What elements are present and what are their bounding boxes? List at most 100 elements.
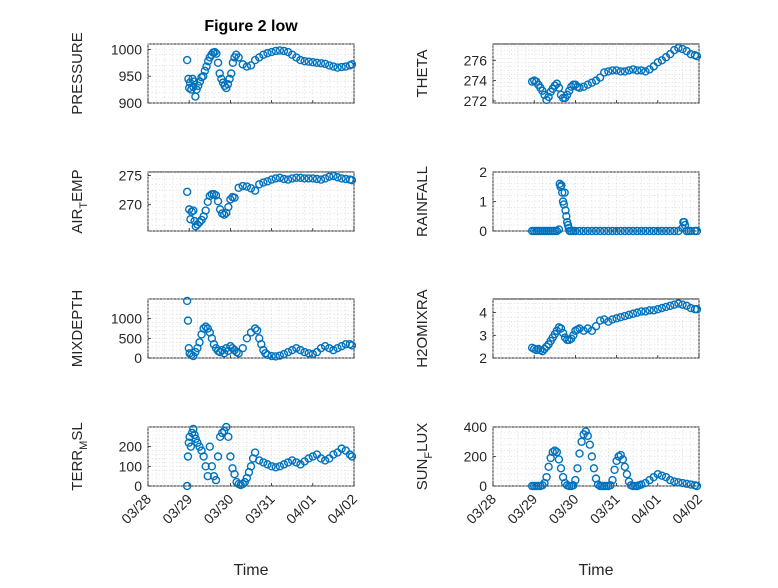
y-tick-label: 950 (119, 68, 143, 84)
data-point (581, 427, 590, 436)
data-point (692, 52, 702, 61)
y-axis-label-rest: EMP (69, 169, 86, 202)
data-point (550, 81, 559, 90)
y-tick-label: 2 (479, 164, 487, 180)
data-point (674, 43, 683, 53)
data-point (283, 175, 293, 184)
data-point (288, 174, 297, 183)
data-point (583, 226, 592, 236)
data-point (649, 306, 658, 315)
data-point (320, 342, 330, 351)
data-point (292, 458, 301, 467)
data-point (242, 182, 252, 191)
data-point (320, 59, 330, 69)
data-point (283, 458, 293, 467)
data-point (637, 66, 646, 75)
data-point (544, 92, 553, 102)
data-point (573, 464, 582, 473)
data-point (680, 220, 690, 230)
data-point (228, 58, 238, 67)
data-point (263, 48, 272, 58)
y-tick-label: 0 (479, 478, 487, 494)
data-point (345, 450, 355, 459)
data-point (189, 424, 198, 434)
data-point (182, 296, 192, 306)
data-point (674, 299, 683, 308)
data-point (616, 67, 625, 76)
y-tick-label: 500 (119, 330, 143, 346)
data-point (316, 175, 326, 184)
y-tick-label: 3 (479, 327, 487, 343)
data-point (275, 173, 285, 183)
y-tick-label: 200 (119, 439, 143, 455)
data-point (542, 342, 551, 351)
data-point (561, 206, 570, 215)
x-tick-label: 03/28 (463, 491, 499, 527)
data-point (325, 343, 334, 353)
data-point (201, 206, 210, 215)
y-tick-label: 0 (134, 478, 142, 494)
data-point (657, 471, 667, 480)
data-point (288, 50, 297, 59)
data-point (187, 207, 196, 216)
data-point (587, 78, 597, 87)
data-point (540, 344, 549, 354)
data-point (583, 324, 592, 333)
data-point (234, 53, 243, 62)
y-axis-label-main: TERR (69, 450, 86, 491)
subplot-mixdepth: 0 500 1000 MIXDEPTH (69, 290, 357, 368)
y-tick-label: 0 (134, 350, 142, 366)
data-point (242, 62, 252, 71)
data-point (238, 181, 247, 191)
data-point (542, 472, 551, 482)
data-point (187, 428, 197, 438)
data-point (653, 58, 662, 67)
subplot-sun: 0 200 400 03/28 03/29 03/30 03/31 04/01 04/02 SUN… (414, 419, 705, 579)
data-point (682, 479, 691, 488)
data-point (316, 343, 326, 353)
y-axis-label-main: MIXDEPTH (69, 290, 86, 368)
data-point (587, 452, 597, 461)
y-axis-label: THETA (414, 49, 431, 97)
data-point (641, 307, 650, 316)
data-point (320, 456, 330, 465)
data-point (271, 463, 280, 472)
data-point (210, 47, 219, 57)
data-point (692, 305, 702, 314)
data-point (595, 316, 605, 325)
data-point (195, 338, 204, 347)
y-axis-label: PRESSURE (69, 32, 86, 115)
data-point (267, 175, 276, 184)
subplot-rainfall: 0 1 2 RAINFALL (414, 164, 702, 239)
data-point (562, 212, 571, 221)
x-tick-label: 03/28 (118, 491, 154, 527)
data-point (670, 226, 679, 236)
data-point (194, 81, 203, 91)
x-tick-label: 04/02 (324, 491, 360, 527)
subplot-pressure: 900 950 1000 PRESSURE (69, 32, 357, 115)
data-point (304, 349, 313, 358)
data-point (191, 434, 200, 443)
data-point (692, 226, 702, 236)
data-point (234, 349, 243, 358)
data-point (226, 452, 235, 461)
data-point (275, 46, 285, 55)
data-point (296, 173, 305, 183)
data-point (226, 195, 235, 204)
data-point (665, 226, 675, 236)
y-tick-label: 1 (479, 194, 487, 210)
data-point (347, 452, 357, 461)
data-point (224, 202, 233, 212)
data-point (641, 226, 650, 236)
data-point (304, 454, 313, 463)
data-point (538, 346, 547, 356)
data-point (203, 471, 212, 481)
data-point (211, 475, 221, 485)
data-point (312, 174, 322, 184)
data-point (234, 183, 243, 192)
data-point (554, 455, 564, 464)
data-point (279, 349, 289, 359)
data-point (333, 63, 342, 72)
data-point (692, 481, 702, 491)
